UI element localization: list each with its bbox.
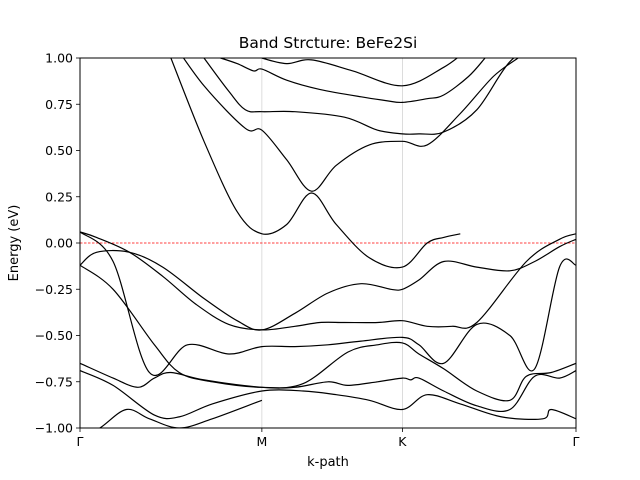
band-line-5 (80, 231, 576, 376)
band-line-3 (80, 362, 576, 413)
band-line-4 (80, 264, 576, 402)
band-line-12 (259, 58, 459, 87)
band-line-8 (170, 58, 461, 269)
x-axis-label: k-path (307, 455, 349, 470)
y-tick-label: −0.25 (35, 282, 73, 297)
plot-area (80, 58, 576, 428)
y-axis-label: Energy (eV) (7, 205, 22, 282)
band-line-9 (182, 58, 519, 192)
x-tick-label: K (398, 434, 407, 449)
x-tick-label: M (256, 434, 267, 449)
band-line-1 (98, 399, 263, 428)
band-series-group (80, 58, 576, 428)
x-tick-label: Γ (573, 434, 580, 449)
band-line-7 (80, 231, 576, 331)
chart-title: Band Strcture: BeFe2Si (239, 34, 418, 52)
band-line-10 (203, 58, 515, 135)
y-tick-label: 0.50 (45, 143, 73, 158)
y-axis: −1.00 −0.75 −0.50 −0.25 0.00 0.25 0.50 0.75 1.00 (35, 51, 80, 436)
band-line-6 (80, 238, 576, 331)
y-tick-label: −1.00 (35, 421, 73, 436)
band-line-11 (220, 58, 486, 104)
y-tick-label: 0.00 (45, 236, 73, 251)
y-tick-label: 0.75 (45, 97, 73, 112)
y-tick-label: −0.50 (35, 328, 73, 343)
band-line-2 (80, 370, 576, 420)
y-tick-label: 0.25 (45, 189, 73, 204)
x-tick-label: Γ (77, 434, 84, 449)
y-tick-label: 1.00 (45, 51, 73, 66)
y-tick-label: −0.75 (35, 374, 73, 389)
